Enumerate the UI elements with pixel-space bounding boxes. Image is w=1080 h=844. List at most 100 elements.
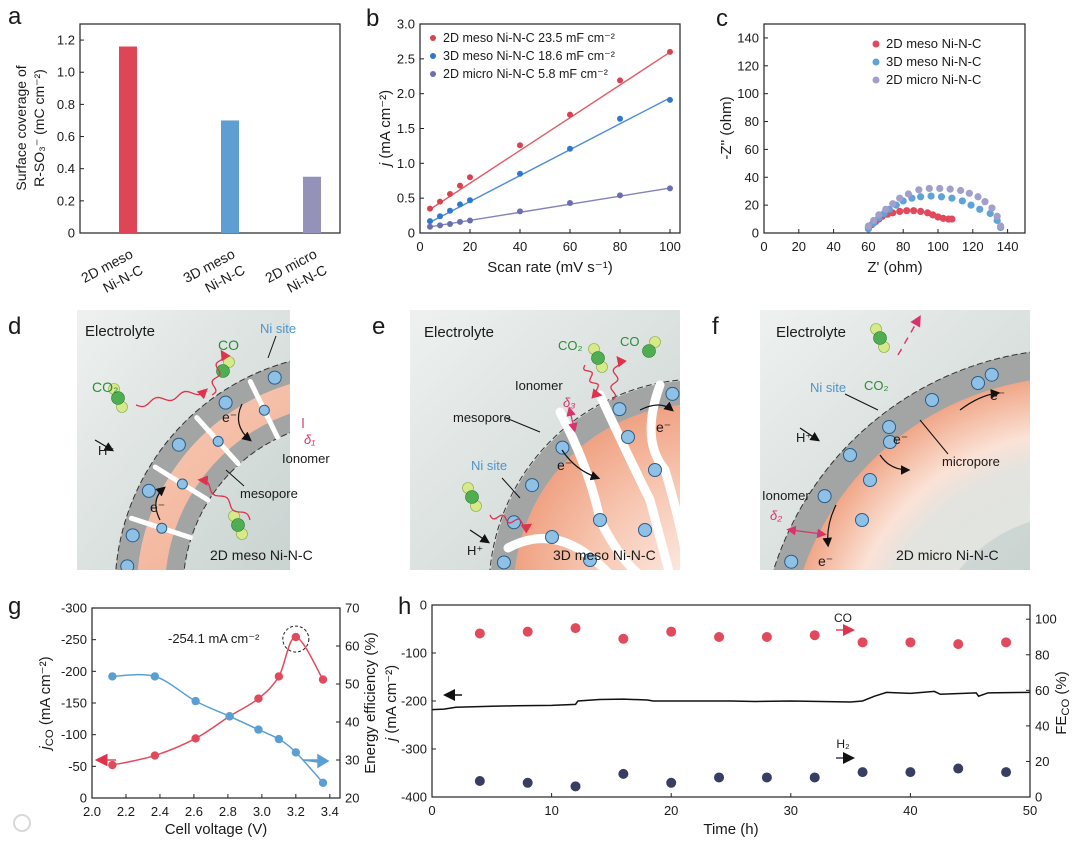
fe-data-point (905, 637, 916, 648)
data-point (993, 212, 1001, 220)
data-point (617, 192, 623, 199)
ni-site-icon (863, 473, 877, 487)
x-tick-label: 2.4 (151, 804, 169, 819)
data-point (108, 760, 117, 770)
y-tick-label: -300 (61, 601, 87, 616)
y-right-tick-label: 100 (1035, 612, 1057, 627)
ni-site-icon (925, 393, 939, 407)
ni-site-icon (354, 385, 364, 395)
axes-frame (79, 23, 341, 234)
fit-line (429, 187, 671, 228)
x-tick-label: 60 (861, 239, 875, 254)
x-tick-label: 100 (927, 239, 949, 254)
ni-site-icon (971, 376, 985, 390)
data-point (427, 205, 433, 212)
data-point (427, 218, 433, 225)
catalyst-layer (773, 351, 1030, 570)
panel-label-h: h (398, 593, 411, 620)
legend-label: 2D meso Ni-N-C 23.5 mF cm⁻² (443, 31, 615, 45)
data-point (882, 205, 890, 213)
chart-c: 0 20 40 60 80 100 120 140 0 20 40 60 80 100 120 140 2D m… (718, 23, 1026, 276)
electron-arrow-icon (959, 389, 1001, 411)
x-tick-label: 20 (463, 239, 477, 254)
y-tick-label: 0.6 (57, 129, 75, 144)
x-axis-label: Time (h) (703, 821, 758, 838)
ni-site-icon (212, 435, 224, 447)
ni-site-icon (496, 555, 511, 570)
fe-data-point (618, 633, 629, 644)
legend-marker (430, 53, 436, 59)
y-tick-label: -150 (61, 696, 87, 711)
panel-label-c: c (716, 5, 728, 32)
diagram-caption: 2D micro Ni-N-C (896, 547, 999, 563)
catalyst-particle (489, 379, 680, 570)
chart-b: 0 20 40 60 80 100 0 0.5 1.0 1.5 2.0 2.5 3.0 2D meso N… (377, 17, 681, 277)
fe-data-point (522, 626, 533, 637)
y-axis-label: R-SO₃⁻ (mC cm⁻²) (31, 69, 47, 187)
fe-data-point (714, 772, 725, 783)
y-right-tick-label: 20 (1035, 754, 1049, 769)
ni-site-icon (309, 389, 319, 399)
electron-label: e⁻ (150, 499, 165, 515)
fe-data-point (761, 772, 772, 783)
data-point (925, 184, 933, 193)
electron-arrow-icon (561, 449, 601, 481)
y-axis-label: j (mA cm⁻²) (377, 90, 394, 168)
data-point (927, 192, 935, 200)
y-axis-label-left-part: (mA cm⁻²) (37, 656, 54, 729)
y-right-tick-label: 20 (345, 791, 359, 806)
panel-label-b: b (366, 5, 379, 32)
x-tick-label: 3.4 (321, 804, 339, 819)
y-tick-label: -200 (61, 664, 87, 679)
diagram-f: Electrolyte CO₂ Ni site H⁺ e⁻ e⁻ micropore Iono… (760, 310, 1030, 570)
thickness-label: δ₂ (770, 508, 782, 523)
co2-label: CO₂ (864, 378, 889, 393)
panel-label-f: f (712, 313, 719, 340)
data-point (903, 207, 911, 215)
reactant-flow-arrow-icon (610, 355, 627, 401)
thickness-marker (566, 406, 578, 433)
catalyst-layer (115, 360, 364, 570)
x-tick-label: 0 (416, 239, 423, 254)
data-point (447, 190, 453, 197)
data-point (318, 778, 328, 787)
watermark-logo (13, 814, 31, 832)
y-tick-label: 0 (68, 226, 75, 241)
y-tick-label: 140 (737, 30, 759, 45)
data-point (191, 734, 200, 743)
electrolyte-label: Electrolyte (424, 324, 494, 341)
ni-site-icon (176, 478, 188, 490)
leader-line (267, 335, 277, 359)
y-tick-label: 2.5 (397, 51, 415, 66)
fe-data-point (570, 781, 581, 792)
fe-data-point (666, 626, 677, 637)
carbon-layer (137, 384, 290, 570)
bar (303, 176, 321, 233)
thickness-label: δ₃ (563, 395, 575, 410)
ionomer-label: Ionomer (282, 451, 330, 466)
mesopore-label: mesopore (453, 410, 511, 425)
y-right-tick-label: 30 (345, 753, 359, 768)
data-point (447, 207, 453, 214)
mesopore-channel (646, 380, 680, 548)
data-point (936, 184, 944, 193)
y-axis-label-left: jCO (mA cm⁻²) (37, 656, 56, 751)
inner-ionomer-band (166, 413, 290, 570)
diagram-d: Electrolyte CO Ni site CO₂ H⁺ e⁻ e⁻ δ₁ Ionomer me… (77, 310, 364, 570)
y-right-tick-label: 60 (1035, 683, 1049, 698)
data-point (291, 748, 301, 757)
y-axis-label: Surface coverage of (13, 65, 29, 190)
co2-molecule-icon (870, 323, 890, 353)
ni-site-icon (555, 440, 570, 455)
data-point (617, 115, 623, 122)
data-point (889, 200, 897, 208)
legend-label: 3D meso Ni-N-C 18.6 mF cm⁻² (443, 49, 615, 63)
ionomer-boundary (489, 379, 680, 570)
x-tick-label: 100 (659, 239, 681, 254)
leader-line (225, 469, 245, 487)
y-right-tick-label: 40 (345, 715, 359, 730)
x-tick-label: 0 (428, 803, 435, 818)
ni-site-icon (525, 478, 540, 493)
data-point (291, 632, 301, 642)
ionomer-label: Ionomer (515, 378, 563, 393)
